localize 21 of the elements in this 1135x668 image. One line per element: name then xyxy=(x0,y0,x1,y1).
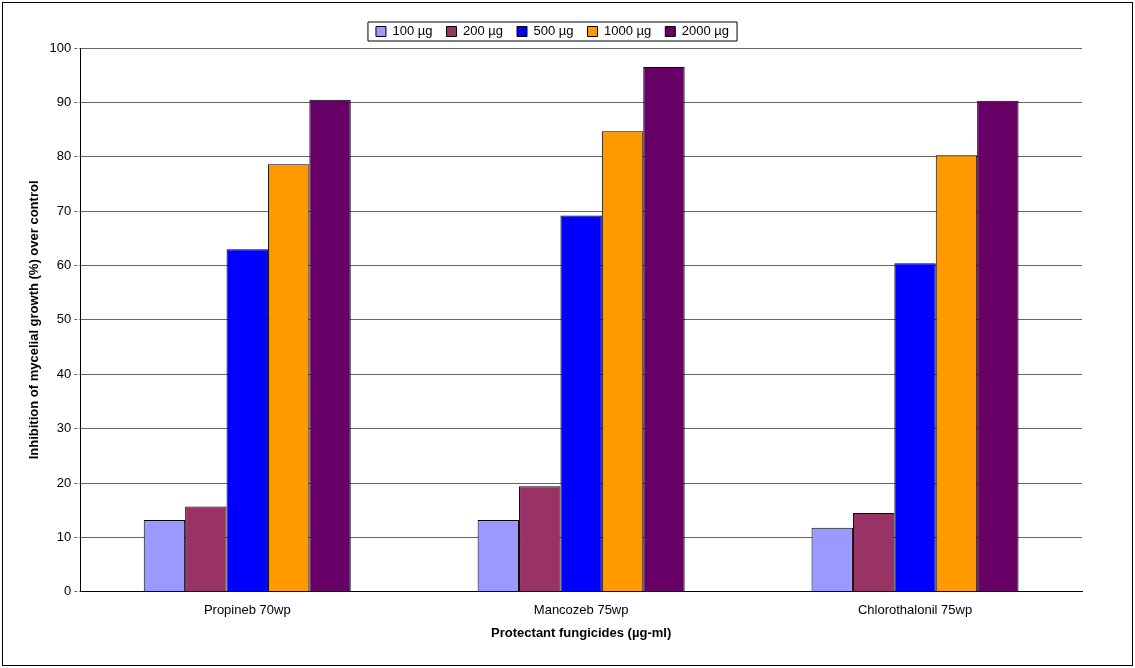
x-tick-label: Mancozeb 75wp xyxy=(533,602,629,618)
y-tick-label: 80 xyxy=(56,148,72,164)
y-tick-label: 60 xyxy=(56,257,72,273)
y-tick-label: 100 xyxy=(49,39,72,55)
legend-label: 1000 µg xyxy=(604,23,652,39)
y-tick-label: 10 xyxy=(56,529,72,544)
y-tick-label: 50 xyxy=(56,311,72,327)
y-tick-label: 90 xyxy=(56,93,72,109)
legend-label: 2000 µg xyxy=(681,23,730,39)
y-tick-label: 70 xyxy=(56,202,72,218)
legend-label: 200 µg xyxy=(462,23,504,39)
x-tick-label: Propineb 70wp xyxy=(203,602,291,618)
y-tick-label: 30 xyxy=(56,420,72,436)
y-tick-label: 40 xyxy=(56,365,72,381)
legend-label: 100 µg xyxy=(392,23,433,39)
x-axis-title: Protectant fungicides (µg-ml) xyxy=(491,624,672,640)
x-tick-label: Chlorothalonil 75wp xyxy=(857,602,973,618)
y-tick-label: 0 xyxy=(64,583,72,599)
legend-label: 500 µg xyxy=(533,23,574,39)
y-tick-label: 20 xyxy=(56,474,72,490)
y-axis-title: Inhibition of mycelial growth (%) over control xyxy=(26,180,42,460)
